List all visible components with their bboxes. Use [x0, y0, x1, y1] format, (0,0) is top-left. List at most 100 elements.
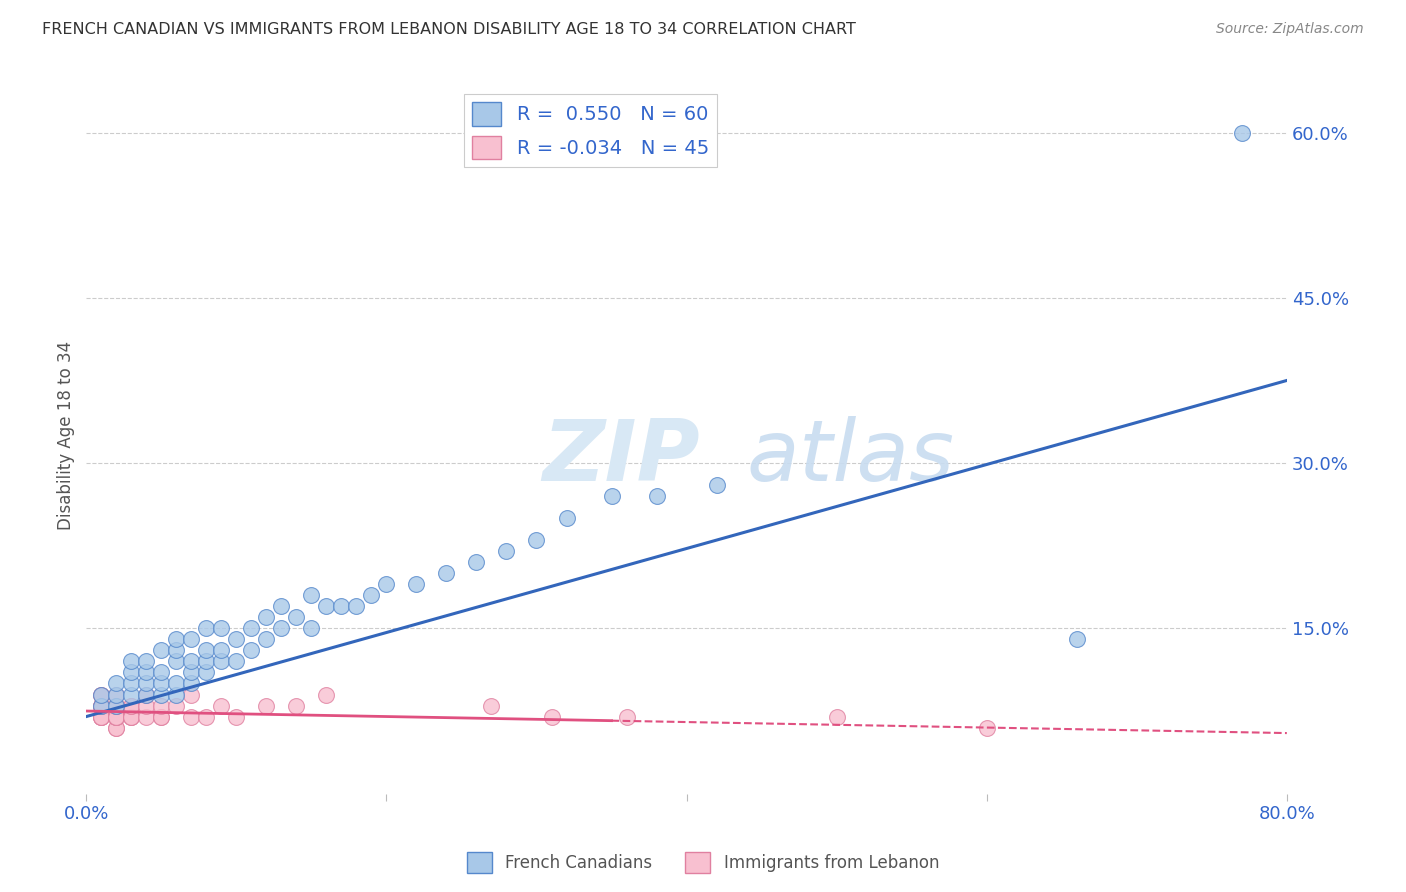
Point [90, 698, 112, 713]
Point [120, 709, 142, 723]
Point [120, 709, 142, 723]
Point [90, 709, 112, 723]
Point [150, 698, 173, 713]
Point [976, 721, 998, 735]
Point [120, 665, 142, 680]
Y-axis label: Disability Age 18 to 34: Disability Age 18 to 34 [58, 341, 75, 530]
Point [120, 676, 142, 690]
Point [540, 709, 562, 723]
Point [150, 709, 173, 723]
Point [209, 698, 232, 713]
Point [225, 632, 247, 647]
Point [616, 709, 638, 723]
Point [105, 676, 128, 690]
Point [825, 709, 848, 723]
Point [180, 676, 202, 690]
Point [120, 655, 142, 669]
Point [285, 610, 308, 624]
Point [90, 698, 112, 713]
Point [105, 688, 128, 702]
Point [105, 709, 128, 723]
Point [225, 709, 247, 723]
Point [555, 511, 578, 525]
Point [240, 621, 263, 635]
Point [120, 709, 142, 723]
Point [150, 688, 173, 702]
Point [706, 478, 728, 492]
Point [481, 698, 503, 713]
Point [180, 655, 202, 669]
Point [165, 655, 187, 669]
Point [105, 709, 128, 723]
Point [209, 655, 232, 669]
Legend: French Canadians, Immigrants from Lebanon: French Canadians, Immigrants from Lebano… [460, 846, 946, 880]
Point [254, 698, 277, 713]
Point [120, 688, 142, 702]
Point [299, 588, 322, 602]
Point [135, 688, 157, 702]
Point [90, 688, 112, 702]
Point [240, 643, 263, 657]
Point [209, 643, 232, 657]
Point [1066, 632, 1088, 647]
Point [135, 655, 157, 669]
Point [90, 709, 112, 723]
Point [315, 688, 337, 702]
Point [195, 643, 218, 657]
Point [600, 489, 623, 503]
Point [180, 688, 202, 702]
Point [105, 698, 128, 713]
Point [90, 709, 112, 723]
Point [150, 665, 173, 680]
Point [90, 688, 112, 702]
Point [180, 709, 202, 723]
Point [180, 632, 202, 647]
Point [495, 544, 517, 558]
Point [344, 599, 367, 614]
Point [165, 688, 187, 702]
Point [165, 643, 187, 657]
Point [285, 698, 308, 713]
Text: Source: ZipAtlas.com: Source: ZipAtlas.com [1216, 22, 1364, 37]
Point [465, 555, 488, 569]
Point [165, 676, 187, 690]
Point [105, 698, 128, 713]
Point [526, 533, 548, 548]
Text: FRENCH CANADIAN VS IMMIGRANTS FROM LEBANON DISABILITY AGE 18 TO 34 CORRELATION C: FRENCH CANADIAN VS IMMIGRANTS FROM LEBAN… [42, 22, 856, 37]
Point [90, 698, 112, 713]
Point [225, 655, 247, 669]
Point [105, 698, 128, 713]
Point [150, 676, 173, 690]
Point [150, 643, 173, 657]
Point [180, 665, 202, 680]
Point [90, 698, 112, 713]
Point [1230, 126, 1253, 140]
Point [375, 577, 398, 591]
Point [254, 632, 277, 647]
Point [209, 621, 232, 635]
Text: atlas: atlas [747, 416, 955, 499]
Point [330, 599, 353, 614]
Point [120, 698, 142, 713]
Point [254, 610, 277, 624]
Point [195, 709, 218, 723]
Point [150, 709, 173, 723]
Point [299, 621, 322, 635]
Point [360, 588, 382, 602]
Point [270, 621, 292, 635]
Point [90, 709, 112, 723]
Point [645, 489, 668, 503]
Point [105, 709, 128, 723]
Point [135, 688, 157, 702]
Point [90, 698, 112, 713]
Point [135, 698, 157, 713]
Point [120, 698, 142, 713]
Point [105, 698, 128, 713]
Point [436, 566, 458, 581]
Point [165, 632, 187, 647]
Point [135, 676, 157, 690]
Point [195, 655, 218, 669]
Point [135, 709, 157, 723]
Point [405, 577, 427, 591]
Point [105, 721, 128, 735]
